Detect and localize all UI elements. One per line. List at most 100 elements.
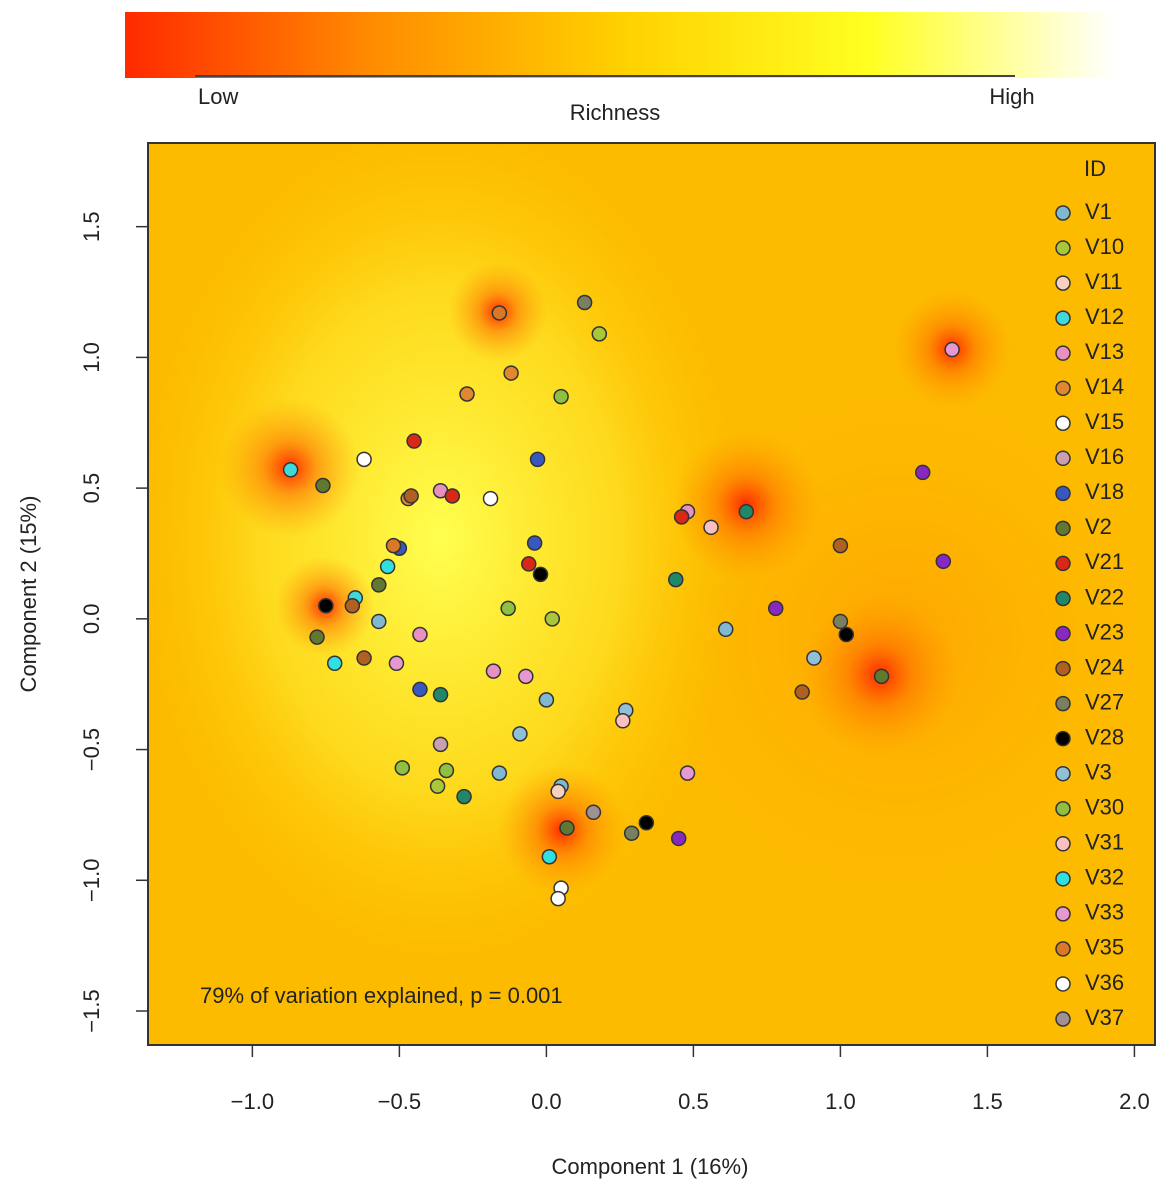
legend-marker xyxy=(1055,1011,1071,1027)
y-tick-label: −0.5 xyxy=(79,728,104,771)
data-point xyxy=(544,611,561,627)
data-point xyxy=(412,681,428,698)
data-point xyxy=(679,765,696,781)
data-point xyxy=(559,820,575,836)
data-point xyxy=(838,626,855,643)
legend-marker xyxy=(1055,976,1071,992)
data-point xyxy=(668,571,684,588)
data-point xyxy=(512,726,528,742)
data-point xyxy=(438,762,455,779)
legend-label: V22 xyxy=(1085,584,1124,609)
x-tick-label: 0.5 xyxy=(678,1089,709,1114)
data-point xyxy=(832,537,849,554)
data-point xyxy=(526,535,543,551)
data-point xyxy=(406,433,422,449)
data-point xyxy=(388,655,405,672)
legend-label: V14 xyxy=(1085,374,1124,399)
legend-label: V21 xyxy=(1085,549,1124,574)
legend-marker xyxy=(1055,415,1071,432)
data-point xyxy=(432,686,449,703)
legend-marker xyxy=(1055,765,1071,782)
x-tick-label: 2.0 xyxy=(1119,1089,1150,1114)
legend-label: V10 xyxy=(1085,234,1124,259)
data-point xyxy=(394,760,411,776)
y-tick-label: 1.0 xyxy=(79,342,104,373)
legend-label: V33 xyxy=(1085,900,1124,925)
y-tick-label: 0.0 xyxy=(79,604,104,635)
data-point xyxy=(673,509,690,525)
x-axis-label: Component 1 (16%) xyxy=(552,1154,749,1179)
data-point xyxy=(326,655,343,672)
data-point xyxy=(832,613,849,630)
data-point xyxy=(371,577,387,593)
data-point xyxy=(538,692,555,708)
data-point xyxy=(738,503,755,520)
data-point xyxy=(432,736,449,753)
legend-marker xyxy=(1055,730,1071,747)
data-point xyxy=(371,613,387,630)
data-point xyxy=(500,600,516,617)
x-tick-label: 0.0 xyxy=(531,1089,562,1114)
colorbar-title: Richness xyxy=(570,100,660,125)
data-point xyxy=(385,537,402,554)
data-point xyxy=(794,684,810,700)
data-point xyxy=(591,326,608,342)
data-point xyxy=(873,668,890,685)
legend-marker xyxy=(1055,625,1071,642)
data-point xyxy=(532,566,549,583)
data-point xyxy=(670,830,687,847)
data-point xyxy=(935,553,952,570)
data-point xyxy=(585,804,602,821)
legend-label: V15 xyxy=(1085,409,1124,434)
legend-marker xyxy=(1055,240,1071,256)
data-point xyxy=(767,600,784,617)
x-tick-label: −1.0 xyxy=(231,1089,274,1114)
legend-label: V27 xyxy=(1085,689,1124,714)
data-point xyxy=(429,778,446,794)
data-point xyxy=(703,519,719,536)
data-point xyxy=(518,668,534,685)
data-point xyxy=(282,462,299,478)
data-point xyxy=(403,488,419,504)
data-point xyxy=(576,294,593,311)
legend-label: V18 xyxy=(1085,479,1124,504)
data-point xyxy=(638,815,655,831)
x-tick-label: 1.0 xyxy=(825,1089,856,1114)
colorbar-low-label: Low xyxy=(198,84,238,109)
data-point xyxy=(318,598,334,614)
legend-label: V28 xyxy=(1085,724,1124,749)
legend-marker xyxy=(1055,590,1071,607)
legend-marker xyxy=(1055,205,1071,221)
legend-label: V37 xyxy=(1085,1005,1124,1030)
colorbar xyxy=(125,12,1115,78)
legend-marker xyxy=(1055,695,1071,712)
plot-frame xyxy=(147,142,1156,1046)
data-point xyxy=(491,765,508,781)
data-point xyxy=(356,451,372,468)
legend-marker xyxy=(1055,450,1071,467)
data-point xyxy=(456,788,472,805)
annotation: 79% of variation explained, p = 0.001 xyxy=(200,983,563,1008)
legend-marker xyxy=(1055,345,1071,361)
legend-marker xyxy=(1055,800,1071,817)
legend-marker xyxy=(1055,941,1071,957)
data-point xyxy=(485,663,502,679)
legend-label: V13 xyxy=(1085,339,1124,364)
legend-label: V35 xyxy=(1085,935,1124,960)
data-point xyxy=(459,386,475,402)
legend-label: V16 xyxy=(1085,444,1124,469)
data-point xyxy=(503,365,519,381)
y-tick-label: −1.0 xyxy=(79,859,104,902)
richness-surface xyxy=(148,143,1155,1045)
legend-label: V12 xyxy=(1085,304,1124,329)
data-point xyxy=(944,341,960,358)
y-tick-label: 0.5 xyxy=(79,473,104,504)
data-point xyxy=(444,488,461,504)
legend-label: V24 xyxy=(1085,654,1124,679)
data-point xyxy=(379,558,396,575)
data-point xyxy=(491,305,508,321)
data-point xyxy=(623,825,640,841)
legend-marker xyxy=(1055,906,1071,922)
data-point xyxy=(553,388,569,405)
